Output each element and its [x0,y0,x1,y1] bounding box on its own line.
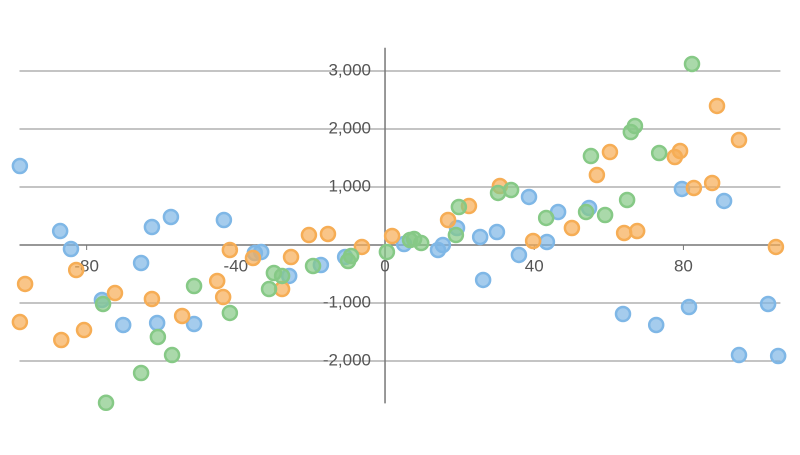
scatter-point [759,295,777,313]
scatter-point [149,328,167,346]
scatter-point [163,346,181,364]
scatter-point [62,240,80,258]
scatter-point [53,331,70,349]
y-tick-label: -1,000 [323,292,371,311]
scatter-point [273,267,291,285]
scatter-point [319,225,337,243]
scatter-point [450,198,468,216]
scatter-point [94,295,112,313]
scatter-point [510,246,528,264]
scatter-point [614,305,632,323]
scatter-point [300,226,318,244]
scatter-point [378,243,396,261]
scatter-point [647,316,665,334]
scatter-point [304,257,322,275]
scatter-point [703,174,721,192]
scatter-point [143,290,161,308]
scatter-point [11,313,29,331]
scatter-point [708,97,726,115]
scatter-point [383,227,401,245]
scatter-point [685,179,703,197]
scatter-point [588,166,606,184]
scatter-point [132,364,150,382]
scatter-point [730,346,748,364]
scatter-point [601,143,619,161]
x-tick-label: 0 [380,256,389,275]
scatter-point [474,271,492,289]
scatter-point [244,249,262,267]
scatter-point [471,228,489,246]
y-tick-label: 3,000 [328,60,371,79]
scatter-point [577,203,595,221]
scatter-point [16,275,34,293]
scatter-point [51,222,69,240]
scatter-point [173,307,191,325]
scatter-point [538,233,556,251]
scatter-point [11,157,29,175]
scatter-point [715,192,733,210]
y-tick-label: 1,000 [328,176,371,195]
scatter-point [488,223,506,241]
x-tick-label: -40 [224,256,249,275]
scatter-point [596,206,614,224]
scatter-point [650,144,668,162]
scatter-point [214,288,232,306]
scatter-point [671,142,689,160]
scatter-point [67,261,85,279]
scatter-point [185,315,203,333]
scatter-point [353,238,371,256]
scatter-point [162,208,180,226]
scatter-point [626,117,644,135]
scatter-point [143,218,161,236]
scatter-point [524,232,542,250]
scatter-point [615,224,633,242]
scatter-point [618,191,636,209]
scatter-point [520,188,538,206]
scatter-point [769,347,787,365]
scatter-point [260,280,278,298]
y-tick-label: -2,000 [323,350,371,369]
scatter-point [282,248,300,266]
scatter-point [730,131,748,149]
scatter-point [582,147,600,165]
scatter-point [215,211,233,229]
scatter-point [434,236,452,254]
scatter-point [221,241,239,259]
scatter-point [563,219,581,237]
scatter-point [628,222,646,240]
scatter-point [185,277,203,295]
scatter-point [97,394,115,412]
scatter-point [114,316,132,334]
scatter-point [680,298,698,316]
scatter-point [767,238,785,256]
scatter-point [489,184,507,202]
scatter-point [106,284,124,302]
scatter-point [447,226,465,244]
scatter-point [132,254,150,272]
scatter-point [342,247,360,265]
scatter-point [439,211,457,229]
scatter-point [75,321,93,339]
scatter-point [148,314,166,332]
scatter-point [208,272,226,290]
scatter-point [221,304,239,322]
scatter-point [537,209,555,227]
x-tick-label: 40 [525,256,544,275]
scatter-point [412,234,430,252]
scatter-point [502,181,520,199]
y-tick-label: 2,000 [328,118,371,137]
x-tick-label: 80 [674,256,693,275]
scatter-point [683,55,701,73]
